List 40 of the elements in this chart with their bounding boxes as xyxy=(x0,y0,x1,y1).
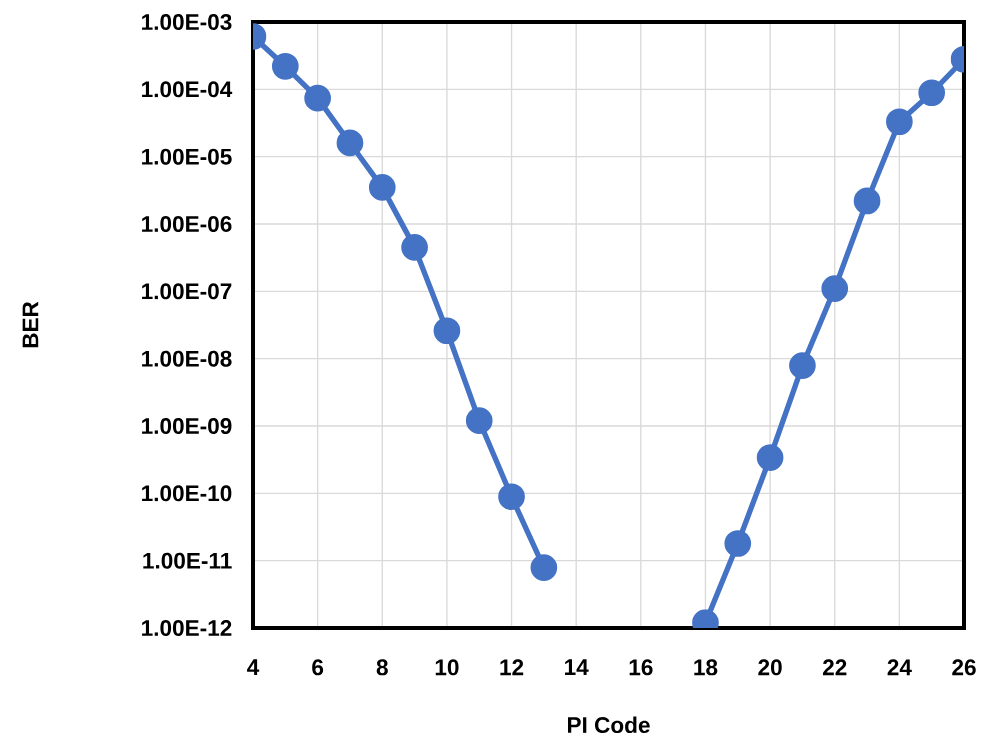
x-axis-title: PI Code xyxy=(567,716,650,734)
x-tick-label: 8 xyxy=(376,659,388,676)
y-tick-label: 1.00E-04 xyxy=(142,81,233,98)
y-tick-label: 1.00E-08 xyxy=(142,350,232,367)
point xyxy=(336,129,364,157)
point xyxy=(756,444,784,471)
y-tick-label: 1.00E-05 xyxy=(142,148,232,165)
y-tick-label: 1.00E-07 xyxy=(142,283,232,300)
x-tick-label: 24 xyxy=(887,659,912,676)
point xyxy=(724,530,752,557)
point xyxy=(789,352,816,379)
point xyxy=(530,554,558,581)
point xyxy=(271,52,299,80)
point xyxy=(498,483,525,511)
x-tick-label: 10 xyxy=(435,659,459,676)
point xyxy=(821,275,849,302)
point xyxy=(465,407,493,435)
y-tick-label: 1.00E-06 xyxy=(142,216,232,233)
x-tick-label: 14 xyxy=(565,659,589,675)
x-tick-label: 20 xyxy=(758,659,782,676)
point xyxy=(304,84,331,112)
x-tick-label: 16 xyxy=(629,659,653,676)
point xyxy=(918,79,946,107)
point xyxy=(433,317,461,345)
x-tick-label: 26 xyxy=(952,659,976,676)
y-tick-label: 1.00E-11 xyxy=(143,552,232,569)
x-tick-label: 6 xyxy=(312,659,324,676)
y-axis-title: BER xyxy=(22,301,39,348)
point xyxy=(368,174,396,201)
point xyxy=(853,187,881,215)
y-tick-label: 1.00E-12 xyxy=(142,620,232,637)
point xyxy=(401,234,428,261)
x-tick-label: 22 xyxy=(822,659,847,676)
y-tick-label: 1.00E-09 xyxy=(142,418,232,435)
x-tick-label: 12 xyxy=(500,659,524,676)
x-tick-label: 18 xyxy=(694,659,718,676)
y-tick-label: 1.00E-03 xyxy=(142,14,232,31)
y-tick-label: 1.00E-10 xyxy=(142,485,232,502)
point xyxy=(886,108,913,136)
x-tick-label: 4 xyxy=(247,659,260,675)
